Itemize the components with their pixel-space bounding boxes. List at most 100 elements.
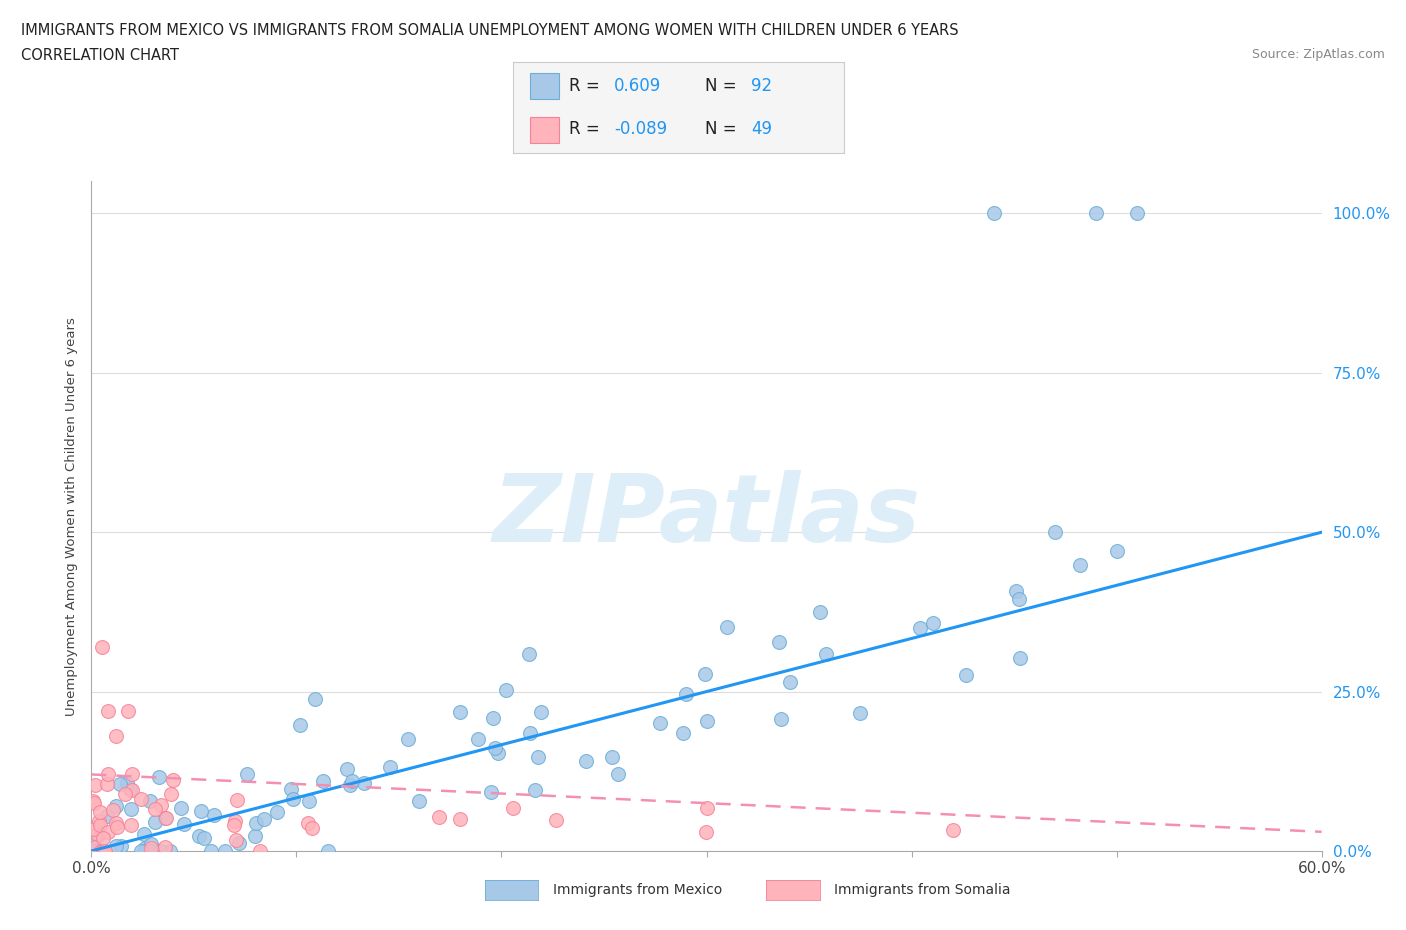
Point [110, 777, 132, 791]
Point [225, 832, 247, 847]
Point [245, 816, 267, 830]
Point [228, 836, 250, 851]
Point [544, 813, 567, 828]
Point [523, 782, 546, 797]
Point [467, 732, 489, 747]
Bar [530, 117, 560, 142]
Point [143, 815, 166, 830]
Point [83, 840, 105, 855]
Point [482, 711, 505, 725]
Point [224, 813, 246, 828]
Point [479, 785, 502, 800]
Point [814, 646, 837, 661]
Point [82, 844, 104, 858]
Point [132, 827, 155, 842]
Point [1085, 206, 1108, 220]
Point [519, 726, 541, 741]
Point [530, 705, 553, 720]
Point [83, 777, 105, 792]
Point [83, 822, 105, 837]
Point [427, 810, 450, 825]
Point [190, 804, 212, 818]
Point [121, 767, 143, 782]
Point [408, 793, 430, 808]
Text: N =: N = [704, 120, 737, 139]
Point [150, 797, 173, 812]
Point [527, 750, 550, 764]
Point [495, 683, 517, 698]
Point [91, 844, 114, 858]
Point [288, 717, 311, 732]
Point [155, 840, 177, 855]
Point [502, 800, 524, 815]
Point [159, 787, 181, 802]
Point [607, 766, 630, 781]
Point [96, 777, 118, 791]
Point [1043, 525, 1066, 539]
Point [695, 825, 717, 840]
Text: Source: ZipAtlas.com: Source: ZipAtlas.com [1251, 48, 1385, 61]
Point [312, 774, 335, 789]
Point [449, 704, 471, 719]
Point [121, 782, 143, 797]
Point [955, 668, 977, 683]
Text: ZIPatlas: ZIPatlas [492, 471, 921, 562]
Text: Immigrants from Somalia: Immigrants from Somalia [834, 883, 1011, 897]
Text: 92: 92 [751, 76, 772, 95]
Point [449, 812, 471, 827]
Point [675, 686, 697, 701]
Point [96, 808, 118, 823]
Point [695, 800, 717, 815]
Point [672, 725, 695, 740]
Point [155, 810, 177, 825]
Point [908, 620, 931, 635]
Point [339, 777, 361, 792]
Point [148, 769, 170, 784]
Point [600, 750, 623, 764]
Point [808, 604, 831, 619]
Point [768, 634, 790, 649]
Point [214, 844, 236, 858]
Point [139, 793, 162, 808]
Point [1105, 544, 1128, 559]
Point [114, 787, 136, 802]
Point [143, 801, 166, 816]
Point [159, 844, 181, 858]
Point [170, 801, 193, 816]
Point [87, 814, 110, 829]
Point [134, 841, 156, 856]
Point [89, 804, 111, 819]
Point [779, 675, 801, 690]
Point [202, 808, 225, 823]
Point [153, 811, 176, 826]
Text: 49: 49 [751, 120, 772, 139]
Point [105, 729, 127, 744]
Point [353, 776, 375, 790]
Point [91, 830, 114, 845]
Text: R =: R = [569, 120, 600, 139]
Point [87, 828, 110, 843]
Point [1069, 557, 1091, 572]
Point [849, 706, 872, 721]
Point [101, 803, 124, 817]
Point [266, 804, 288, 819]
Point [222, 817, 245, 832]
Point [105, 820, 128, 835]
Point [139, 844, 162, 858]
Point [110, 839, 132, 854]
Point [1126, 206, 1149, 220]
Point [97, 766, 120, 781]
Point [82, 794, 104, 809]
Point [173, 817, 195, 831]
Point [922, 616, 945, 631]
Point [90, 844, 112, 858]
Point [94, 844, 117, 858]
Point [648, 715, 671, 730]
Point [89, 817, 111, 832]
Point [226, 792, 249, 807]
Point [983, 206, 1005, 220]
Point [517, 646, 540, 661]
Point [83, 795, 105, 810]
Point [484, 740, 506, 755]
Point [132, 844, 155, 858]
